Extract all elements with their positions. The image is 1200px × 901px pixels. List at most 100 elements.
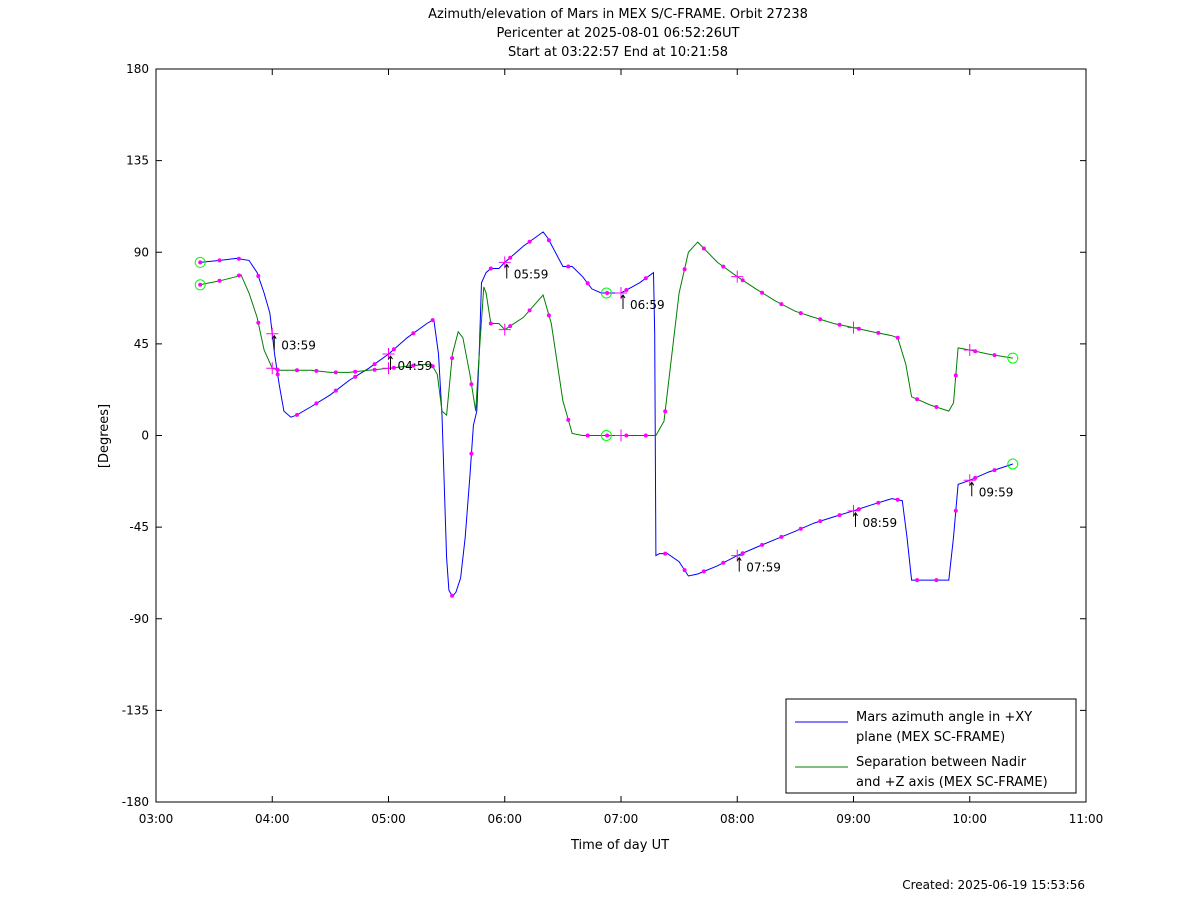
- time-annotations: 03:59 04:59 05:59 06:59 07:59 08:59 09:59: [271, 263, 1014, 575]
- hour-label-1: 04:59: [398, 359, 433, 373]
- hour-arrow-3: [620, 294, 626, 309]
- series-0-sample-1: [217, 258, 222, 263]
- series-0-sample-13: [450, 593, 455, 598]
- series-0-sample-4: [275, 372, 280, 377]
- series-0-sample-40: [973, 475, 978, 480]
- series-1-sample-0: [198, 282, 203, 287]
- hour-label-4: 07:59: [746, 561, 781, 575]
- y-tick-label-8: -180: [122, 795, 149, 809]
- data-markers: [194, 238, 1019, 598]
- series-0-hour-mark-6: [963, 474, 976, 487]
- x-tick-label-8: 11:00: [1069, 812, 1104, 826]
- series-0-sample-41: [992, 468, 997, 473]
- created-timestamp: Created: 2025-06-19 15:53:56: [902, 878, 1085, 892]
- series-1-sample-27: [721, 264, 726, 269]
- series-0-pericenter-circle: [600, 287, 612, 299]
- y-tick-label-2: 90: [134, 245, 149, 259]
- series-1-sample-14: [469, 382, 474, 387]
- series-1-sample-23: [643, 433, 648, 438]
- series-0-sample-31: [798, 526, 803, 531]
- series-1-sample-5: [295, 368, 299, 373]
- series-0-sample-15: [488, 266, 493, 271]
- chart-title-line-2: Pericenter at 2025-08-01 06:52:26UT: [496, 26, 739, 41]
- series-1-sample-28: [740, 278, 745, 283]
- hour-arrow-4: [736, 556, 742, 572]
- series-0-hour-mark-1: [382, 348, 395, 361]
- hour-arrow-2: [504, 263, 510, 279]
- y-tick-label-5: -45: [129, 520, 149, 534]
- hour-arrow-5: [853, 511, 858, 527]
- series-0-hour-mark-5: [847, 504, 860, 517]
- series-0-sample-36: [895, 497, 900, 502]
- y-tick-label-3: 45: [134, 337, 149, 351]
- series-1-sample-24: [663, 409, 668, 414]
- legend-label-azimuth-line-1: Mars azimuth angle in +XY: [856, 710, 1032, 725]
- legend-box: [785, 698, 1077, 794]
- series-1-sample-19: [566, 417, 571, 422]
- series-0-sample-30: [779, 534, 784, 539]
- series-0-sample-6: [314, 401, 319, 406]
- series-1-sample-41: [992, 353, 997, 358]
- series-0-sample-19: [566, 264, 571, 269]
- series-0-hour-mark-4: [731, 549, 744, 562]
- series-1-sample-33: [837, 322, 842, 327]
- hour-arrow-6: [969, 481, 975, 497]
- series-0-sample-2: [236, 256, 241, 261]
- series-0-sample-11: [411, 331, 416, 336]
- series-lines: [200, 231, 1013, 598]
- series-0-hour-mark-2: [498, 256, 511, 269]
- series-0-sample-22: [624, 288, 629, 292]
- series-0-sample-37: [915, 578, 920, 583]
- series-1-sample-3: [256, 320, 261, 325]
- series-0-sample-10: [391, 347, 396, 352]
- chart-title-line-3: Start at 03:22:57 End at 10:21:58: [508, 45, 728, 60]
- x-tick-label-2: 05:00: [371, 812, 406, 826]
- series-0-sample-27: [721, 560, 726, 565]
- series-0-sample-0: [198, 260, 203, 265]
- series-1-hour-mark-0: [266, 362, 279, 375]
- series-1-sample-35: [876, 330, 881, 335]
- y-tick-label-0: 180: [126, 62, 149, 76]
- series-0-sample-3: [256, 274, 261, 278]
- x-tick-label-6: 09:00: [836, 812, 871, 826]
- series-0-sample-25: [682, 568, 687, 573]
- series-1-sample-39: [953, 373, 958, 378]
- series-1-sample-37: [915, 397, 920, 402]
- series-0-sample-18: [546, 238, 551, 243]
- series-1-sample-4: [275, 367, 280, 372]
- x-tick-label-3: 06:00: [487, 812, 522, 826]
- series-1-hour-mark-3: [615, 429, 627, 442]
- series-1-sample-17: [527, 308, 532, 313]
- series-1-sample-30: [779, 302, 784, 307]
- series-1-sample-10: [391, 365, 396, 370]
- hour-arrow-0: [271, 334, 277, 350]
- hour-label-5: 08:59: [863, 516, 898, 530]
- series-1-sample-7: [333, 370, 338, 375]
- legend-label-separation-line-2: and +Z axis (MEX SC-FRAME): [856, 775, 1048, 790]
- chart-title-line-1: Azimuth/elevation of Mars in MEX S/C-FRA…: [428, 7, 808, 22]
- hour-label-2: 05:59: [514, 267, 549, 281]
- series-0-sample-33: [837, 513, 842, 518]
- series-1-start-circle: [194, 279, 206, 291]
- series-1-sample-25: [682, 267, 687, 272]
- series-0-sample-12: [430, 318, 435, 323]
- series-0-sample-24: [663, 551, 668, 556]
- series-0-sample-38: [934, 578, 939, 583]
- series-0-sample-7: [333, 388, 338, 393]
- series-0-sample-20: [585, 281, 590, 286]
- series-0-start-circle: [194, 256, 206, 268]
- series-1-sample-16: [508, 324, 513, 329]
- x-tick-label-7: 10:00: [952, 812, 987, 826]
- series-0-sample-9: [372, 362, 377, 367]
- series-1-sample-29: [760, 290, 765, 295]
- series-0-sample-26: [701, 569, 706, 574]
- series-1-sample-18: [546, 313, 551, 318]
- hour-label-6: 09:59: [979, 485, 1014, 499]
- series-1-pericenter-circle: [600, 430, 612, 441]
- y-tick-label-1: 135: [126, 154, 149, 168]
- hour-arrow-1: [388, 355, 393, 371]
- series-1-hour-mark-4: [731, 270, 744, 283]
- series-0-hour-mark-0: [266, 327, 279, 340]
- series-0-sample-28: [740, 551, 745, 556]
